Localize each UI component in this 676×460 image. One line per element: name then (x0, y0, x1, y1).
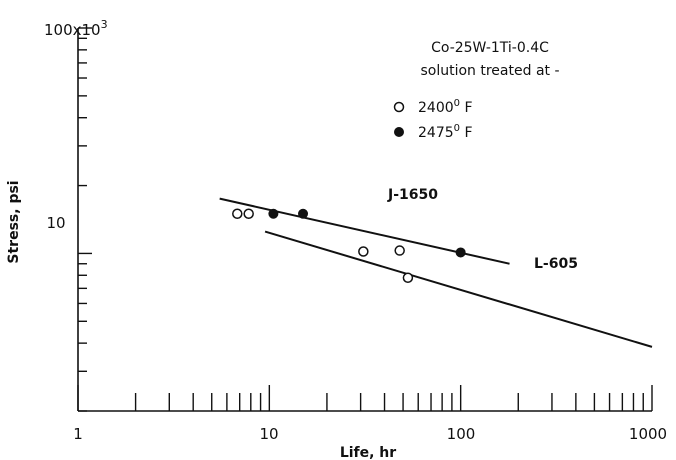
legend: Co-25W-1Ti-0.4C solution treated at - 24… (393, 40, 560, 141)
x-axis-label: Life, hr (340, 445, 396, 460)
y-tick-label-top: 100x103 (44, 18, 108, 39)
data-point-filled (455, 247, 466, 258)
data-point-open (232, 208, 243, 219)
legend-title-line1: Co-25W-1Ti-0.4C (431, 40, 549, 56)
y-axis-label: Stress, psi (6, 180, 22, 263)
x-tick-label-100: 100 (447, 425, 476, 443)
data-point-open (402, 272, 414, 284)
fit-line-l-605 (264, 230, 653, 348)
line-label-l605: L-605 (534, 256, 578, 272)
fit-lines (219, 197, 653, 348)
legend-title-line2: solution treated at - (420, 63, 559, 79)
data-point-filled (268, 208, 279, 219)
legend-entry-2400: 24000 F (418, 98, 473, 116)
x-ticks (77, 385, 653, 411)
y-ticks (78, 27, 92, 412)
line-label-j1650: J-1650 (387, 187, 438, 203)
data-points (232, 208, 466, 284)
x-tick-label-1: 1 (73, 425, 83, 443)
data-point-open (358, 246, 369, 257)
data-point-filled (298, 208, 309, 219)
data-point-open (243, 208, 254, 219)
axes (77, 27, 653, 412)
legend-open-circle-marker (393, 101, 405, 113)
x-tick-label-1000: 1000 (629, 425, 667, 443)
x-tick-label-10: 10 (259, 425, 278, 443)
data-point-open (394, 245, 405, 256)
legend-filled-circle-marker (394, 127, 404, 137)
y-tick-label-10: 10 (46, 214, 65, 232)
legend-entry-2475: 24750 F (418, 123, 473, 141)
